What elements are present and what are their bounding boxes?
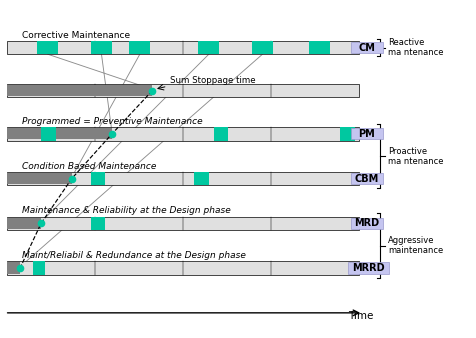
Bar (7, 172, 358, 185)
Bar (33, 261, 45, 275)
Text: Corrective Maintenance: Corrective Maintenance (22, 30, 130, 40)
Text: MRRD: MRRD (351, 263, 384, 273)
Bar (37, 41, 58, 54)
Bar (7, 173, 71, 184)
Bar (41, 127, 56, 141)
Bar (339, 127, 354, 141)
Bar (350, 128, 382, 140)
Bar (7, 217, 358, 230)
Text: Condition Based Maintenance: Condition Based Maintenance (22, 162, 156, 171)
Text: Sum Stoppage time: Sum Stoppage time (169, 76, 255, 85)
Bar (309, 41, 330, 54)
Text: Maintenance & Reliability at the Design phase: Maintenance & Reliability at the Design … (22, 207, 230, 215)
Text: CBM: CBM (354, 174, 378, 184)
Text: Programmed = Preventive Maintenance: Programmed = Preventive Maintenance (22, 117, 202, 126)
Bar (7, 127, 358, 141)
Bar (347, 262, 388, 274)
Bar (129, 41, 150, 54)
Text: CM: CM (357, 43, 375, 52)
Bar (7, 84, 358, 97)
Text: Time: Time (348, 311, 373, 321)
Text: MRD: MRD (354, 218, 379, 228)
Bar (350, 173, 382, 184)
Bar (350, 218, 382, 229)
Bar (213, 127, 228, 141)
Bar (91, 217, 105, 230)
Bar (7, 41, 358, 54)
Bar (7, 128, 112, 140)
Bar (7, 261, 358, 275)
Bar (7, 85, 152, 96)
Text: Maint/Reliabil & Redundance at the Design phase: Maint/Reliabil & Redundance at the Desig… (22, 251, 245, 260)
Bar (7, 262, 20, 274)
Bar (350, 42, 382, 53)
Text: PM: PM (358, 129, 375, 139)
Bar (198, 41, 219, 54)
Bar (7, 218, 41, 229)
Text: Proactive
ma ntenance: Proactive ma ntenance (387, 146, 443, 166)
Text: Aggressive
maintenance: Aggressive maintenance (387, 236, 442, 256)
Text: Reactive
ma ntenance: Reactive ma ntenance (387, 38, 443, 57)
Bar (91, 172, 105, 185)
Bar (251, 41, 272, 54)
Bar (91, 41, 112, 54)
Bar (194, 172, 208, 185)
